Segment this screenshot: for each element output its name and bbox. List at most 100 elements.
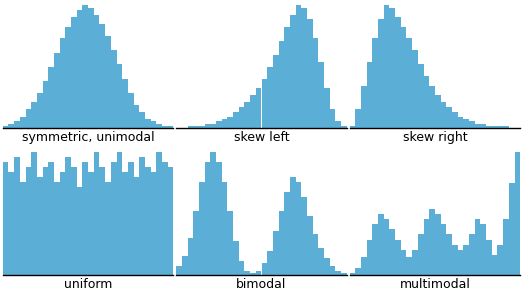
Bar xyxy=(244,102,250,128)
Bar xyxy=(193,126,199,128)
Bar xyxy=(469,234,475,275)
Bar xyxy=(14,157,20,275)
Bar xyxy=(204,124,210,128)
Bar xyxy=(335,270,341,275)
Bar xyxy=(20,117,26,128)
Bar xyxy=(406,258,412,275)
X-axis label: multimodal: multimodal xyxy=(400,278,470,291)
Bar xyxy=(71,167,77,275)
Bar xyxy=(60,39,65,128)
Bar xyxy=(481,224,486,275)
Bar xyxy=(222,182,228,275)
Bar xyxy=(105,36,111,128)
Bar xyxy=(199,182,204,275)
Bar xyxy=(88,172,94,275)
Bar xyxy=(395,240,401,275)
Bar xyxy=(193,211,199,275)
Bar xyxy=(418,234,424,275)
Bar xyxy=(128,162,133,275)
Bar xyxy=(412,250,418,275)
Bar xyxy=(341,273,347,275)
Bar xyxy=(182,256,188,275)
Bar xyxy=(156,124,162,128)
Bar xyxy=(301,197,307,275)
Bar xyxy=(168,126,174,128)
Bar xyxy=(99,167,105,275)
Bar xyxy=(418,64,424,128)
Bar xyxy=(509,183,515,275)
Bar xyxy=(26,109,31,128)
Bar xyxy=(324,88,330,128)
Bar xyxy=(458,250,463,275)
Bar xyxy=(367,240,372,275)
Bar xyxy=(401,26,406,128)
Bar xyxy=(77,187,83,275)
Bar xyxy=(267,67,273,128)
Bar xyxy=(233,112,238,128)
Bar xyxy=(20,182,26,275)
Bar xyxy=(133,105,139,128)
Bar xyxy=(372,224,378,275)
Bar xyxy=(515,152,520,275)
Bar xyxy=(313,39,319,128)
Bar xyxy=(435,214,440,275)
Bar xyxy=(31,102,37,128)
Bar xyxy=(475,124,481,128)
Bar xyxy=(429,86,435,128)
Bar xyxy=(319,62,324,128)
Bar xyxy=(440,224,446,275)
Bar xyxy=(65,26,71,128)
Bar xyxy=(188,126,193,128)
Bar xyxy=(424,219,429,275)
Bar xyxy=(250,95,256,128)
X-axis label: skew right: skew right xyxy=(403,131,467,144)
Bar xyxy=(349,273,355,275)
Bar xyxy=(176,265,182,275)
Bar xyxy=(162,126,168,128)
Bar xyxy=(83,162,88,275)
Bar xyxy=(412,50,418,128)
Bar xyxy=(233,241,238,275)
Bar xyxy=(452,245,458,275)
Bar xyxy=(424,76,429,128)
Bar xyxy=(279,41,285,128)
Bar xyxy=(313,233,319,275)
X-axis label: symmetric, unimodal: symmetric, unimodal xyxy=(22,131,154,144)
Bar xyxy=(330,265,335,275)
Bar xyxy=(37,177,42,275)
Bar xyxy=(151,121,156,128)
Bar xyxy=(429,209,435,275)
Bar xyxy=(324,258,330,275)
Bar xyxy=(349,126,355,128)
Bar xyxy=(378,214,384,275)
Bar xyxy=(42,81,48,128)
X-axis label: uniform: uniform xyxy=(64,278,112,291)
Bar xyxy=(372,39,378,128)
Bar xyxy=(54,182,60,275)
Bar xyxy=(222,119,228,128)
Bar xyxy=(65,157,71,275)
Bar xyxy=(295,5,301,128)
Bar xyxy=(111,162,117,275)
Bar xyxy=(162,162,168,275)
Bar xyxy=(295,182,301,275)
Bar xyxy=(330,109,335,128)
Bar xyxy=(390,229,395,275)
Bar xyxy=(273,231,279,275)
Bar xyxy=(307,19,313,128)
Bar xyxy=(99,24,105,128)
Bar xyxy=(94,152,99,275)
Bar xyxy=(262,263,267,275)
Bar xyxy=(285,26,290,128)
Bar xyxy=(503,126,509,128)
Bar xyxy=(122,79,128,128)
Bar xyxy=(8,124,14,128)
Bar xyxy=(256,270,262,275)
Bar xyxy=(83,5,88,128)
Bar xyxy=(401,250,406,275)
Bar xyxy=(77,10,83,128)
Bar xyxy=(48,162,54,275)
Bar xyxy=(199,126,204,128)
Bar xyxy=(452,112,458,128)
Bar xyxy=(486,126,492,128)
